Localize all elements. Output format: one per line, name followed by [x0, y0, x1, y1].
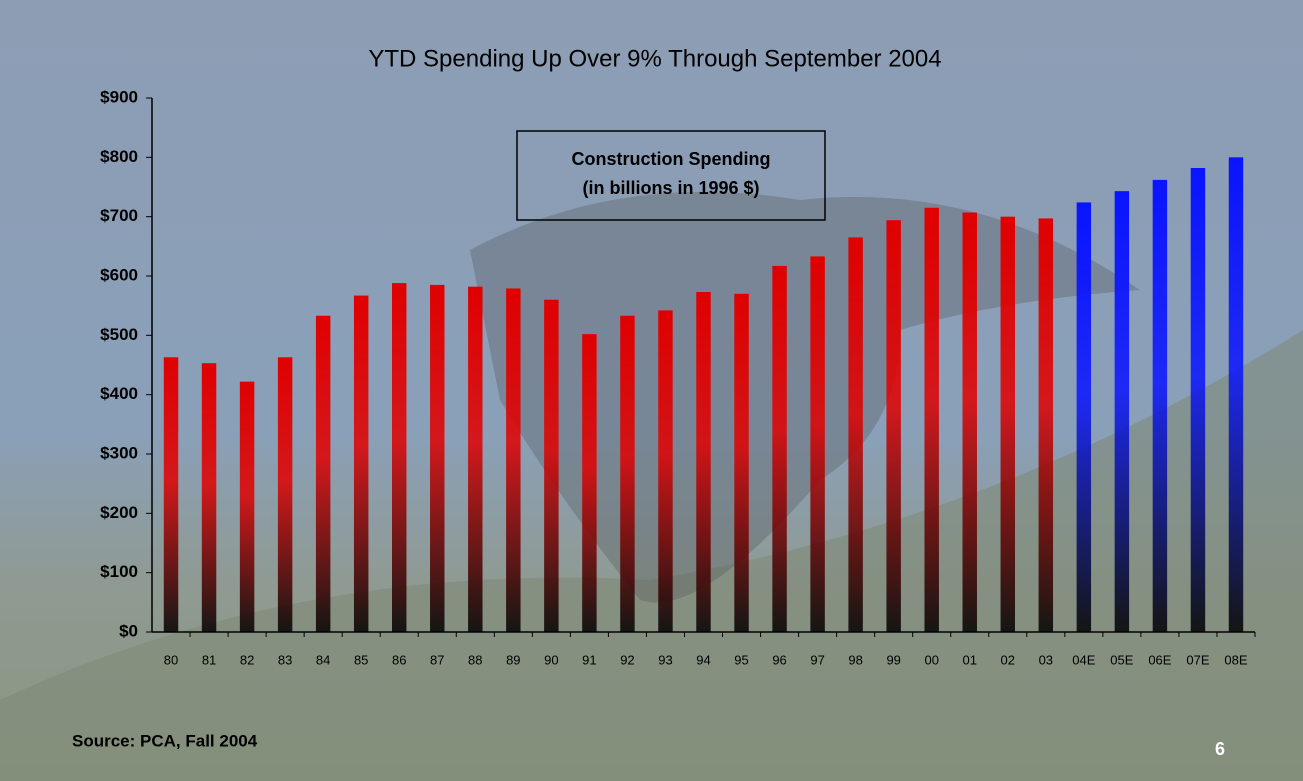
bar [392, 283, 406, 632]
bar [468, 287, 482, 632]
x-tick-label: 94 [696, 652, 710, 667]
bar [1001, 217, 1015, 632]
source: Source: PCA, Fall 2004 [72, 731, 258, 750]
x-tick-label: 87 [430, 652, 444, 667]
x-tick-label: 84 [316, 652, 330, 667]
page-number: 6 [1215, 739, 1225, 759]
x-tick-label: 97 [810, 652, 824, 667]
bar [544, 300, 558, 632]
bar [1229, 157, 1243, 632]
bar [963, 213, 977, 632]
x-tick-label: 04E [1072, 652, 1095, 667]
y-tick-label: $600 [100, 265, 138, 284]
y-tick-label: $500 [100, 325, 138, 344]
bar [772, 266, 786, 632]
x-tick-label: 83 [278, 652, 292, 667]
x-tick-label: 90 [544, 652, 558, 667]
bar [1191, 168, 1205, 632]
x-tick-label: 00 [924, 652, 938, 667]
x-tick-label: 81 [202, 652, 216, 667]
x-tick-label: 98 [848, 652, 862, 667]
y-tick-label: $800 [100, 147, 138, 166]
y-tick-label: $400 [100, 384, 138, 403]
x-tick-label: 95 [734, 652, 748, 667]
bar [316, 316, 330, 632]
y-tick-label: $700 [100, 206, 138, 225]
x-tick-label: 08E [1224, 652, 1247, 667]
bar [1153, 180, 1167, 632]
x-tick-label: 82 [240, 652, 254, 667]
x-tick-label: 93 [658, 652, 672, 667]
y-tick-label: $900 [100, 87, 138, 106]
bar [620, 316, 634, 632]
chart: YTD Spending Up Over 9% Through Septembe… [0, 0, 1303, 781]
x-tick-label: 07E [1186, 652, 1209, 667]
bar [202, 363, 216, 632]
y-tick-label: $300 [100, 443, 138, 462]
bar [278, 357, 292, 632]
bar [1077, 202, 1091, 632]
bar [582, 334, 596, 632]
x-tick-label: 86 [392, 652, 406, 667]
x-tick-label: 06E [1148, 652, 1171, 667]
bar [924, 208, 938, 632]
x-tick-label: 02 [1001, 652, 1015, 667]
chart-title: YTD Spending Up Over 9% Through Septembe… [368, 45, 941, 72]
bar [1115, 191, 1129, 632]
x-tick-label: 85 [354, 652, 368, 667]
bar [848, 237, 862, 632]
bar [734, 294, 748, 632]
y-tick-label: $0 [119, 621, 138, 640]
x-tick-label: 89 [506, 652, 520, 667]
bar [240, 382, 254, 632]
bar [430, 285, 444, 632]
x-tick-label: 03 [1039, 652, 1053, 667]
bar [696, 292, 710, 632]
y-tick-label: $200 [100, 503, 138, 522]
bar [354, 296, 368, 632]
bar [1039, 218, 1053, 632]
bar [506, 288, 520, 632]
x-tick-label: 80 [164, 652, 178, 667]
bar [886, 220, 900, 632]
page: YTD Spending Up Over 9% Through Septembe… [0, 0, 1303, 781]
bar [658, 310, 672, 632]
x-tick-label: 05E [1110, 652, 1133, 667]
annotation-line: (in billions in 1996 $) [582, 178, 759, 198]
x-tick-label: 96 [772, 652, 786, 667]
y-tick-label: $100 [100, 562, 138, 581]
bar [810, 256, 824, 632]
bar [164, 357, 178, 632]
x-tick-label: 91 [582, 652, 596, 667]
x-tick-label: 92 [620, 652, 634, 667]
x-tick-label: 88 [468, 652, 482, 667]
x-tick-label: 99 [886, 652, 900, 667]
x-tick-label: 01 [963, 652, 977, 667]
annotation-line: Construction Spending [572, 149, 771, 169]
